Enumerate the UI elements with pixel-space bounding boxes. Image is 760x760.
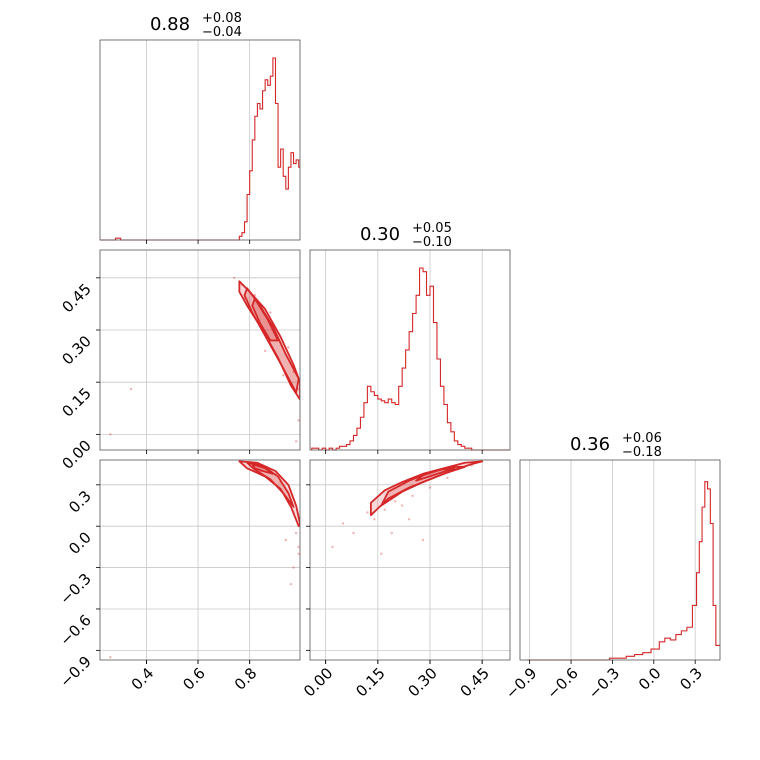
error-plus: +0.06: [622, 431, 662, 446]
scatter-point: [289, 582, 293, 586]
error-minus: −0.04: [202, 25, 242, 40]
contour-level: [251, 297, 279, 342]
scatter-panel-frame: [309, 459, 511, 661]
density-group: [109, 276, 300, 443]
scatter-point: [331, 545, 334, 549]
scatter-point: [366, 511, 369, 514]
contour-level: [415, 467, 456, 482]
y-tick-label: −0.9: [56, 652, 94, 690]
histogram-panel-frame: [519, 459, 721, 661]
y-tick-label: −0.3: [56, 570, 94, 608]
x-tick-label: −0.9: [502, 664, 540, 702]
y-tick-label: 0.30: [58, 332, 94, 368]
contour-level: [369, 460, 484, 517]
grid-layer: [100, 40, 696, 660]
histogram-panel-frame: [99, 39, 301, 241]
y-tick-label: −0.6: [56, 611, 94, 649]
scatter-point: [421, 538, 425, 542]
y-tick-label: 0.15: [58, 384, 94, 420]
scatter-point: [297, 552, 300, 555]
parameter-title: 0.30: [360, 224, 400, 245]
scatter-panel-frame: [99, 249, 301, 451]
scatter-point: [109, 433, 112, 436]
y-tick-label: 0.45: [58, 280, 94, 316]
density-group: [331, 460, 484, 555]
text-layer: 0.88 +0.08−0.040.30 +0.05−0.100.36 +0.06−0.…: [56, 11, 706, 703]
y-tick-label: 0.0: [65, 528, 95, 558]
contour-level: [251, 463, 274, 475]
scatter-point: [407, 518, 411, 521]
scatter-point: [294, 440, 298, 443]
histogram-line: [311, 267, 510, 451]
scatter-point: [400, 504, 404, 507]
x-tick-label: −0.6: [543, 664, 581, 702]
data-layer: [100, 57, 720, 661]
error-plus: +0.08: [202, 11, 242, 26]
parameter-title: 0.36: [570, 434, 610, 455]
histogram-line: [526, 481, 720, 661]
error-plus: +0.05: [412, 221, 452, 236]
scatter-point: [287, 346, 290, 349]
scatter-point: [380, 552, 383, 555]
contour-level: [380, 465, 466, 507]
density-group: [109, 460, 300, 659]
scatter-point: [297, 545, 300, 549]
scatter-point: [263, 349, 267, 353]
scatter-point: [284, 538, 288, 542]
scatter-point: [269, 311, 272, 314]
scatter-point: [129, 387, 133, 391]
scatter-point: [428, 486, 432, 489]
scatter-point: [232, 276, 236, 280]
x-tick-label: 0.3: [676, 664, 706, 694]
scatter-point: [394, 500, 397, 503]
x-tick-label: 0.8: [231, 664, 261, 694]
histogram-line: [100, 57, 300, 241]
scatter-point: [383, 508, 386, 511]
scatter-point: [294, 531, 298, 535]
scatter-point: [411, 494, 414, 498]
scatter-point: [282, 374, 285, 377]
scatter-point: [109, 656, 112, 659]
x-tick-label: 0.6: [179, 664, 209, 694]
x-tick-label: −0.3: [585, 664, 623, 702]
scatter-point: [373, 518, 376, 521]
scatter-panel-frame: [99, 459, 301, 661]
frame-layer: [96, 39, 721, 664]
scatter-point: [352, 531, 355, 535]
x-tick-label: 0.00: [300, 664, 336, 700]
x-tick-label: 0.4: [128, 664, 158, 694]
scatter-point: [292, 566, 295, 569]
y-tick-label: 0.00: [58, 436, 94, 472]
histogram-panel-frame: [309, 249, 511, 451]
y-tick-label: 0.3: [65, 487, 95, 517]
parameter-title: 0.88: [150, 14, 190, 35]
error-minus: −0.10: [412, 235, 452, 250]
x-tick-label: 0.0: [635, 664, 665, 694]
x-tick-label: 0.30: [404, 664, 440, 700]
scatter-point: [297, 419, 300, 422]
scatter-point: [390, 531, 393, 535]
x-tick-label: 0.15: [352, 664, 388, 700]
scatter-point: [341, 522, 345, 525]
scatter-point: [446, 476, 449, 480]
x-tick-label: 0.45: [457, 664, 493, 700]
error-minus: −0.18: [622, 445, 662, 460]
